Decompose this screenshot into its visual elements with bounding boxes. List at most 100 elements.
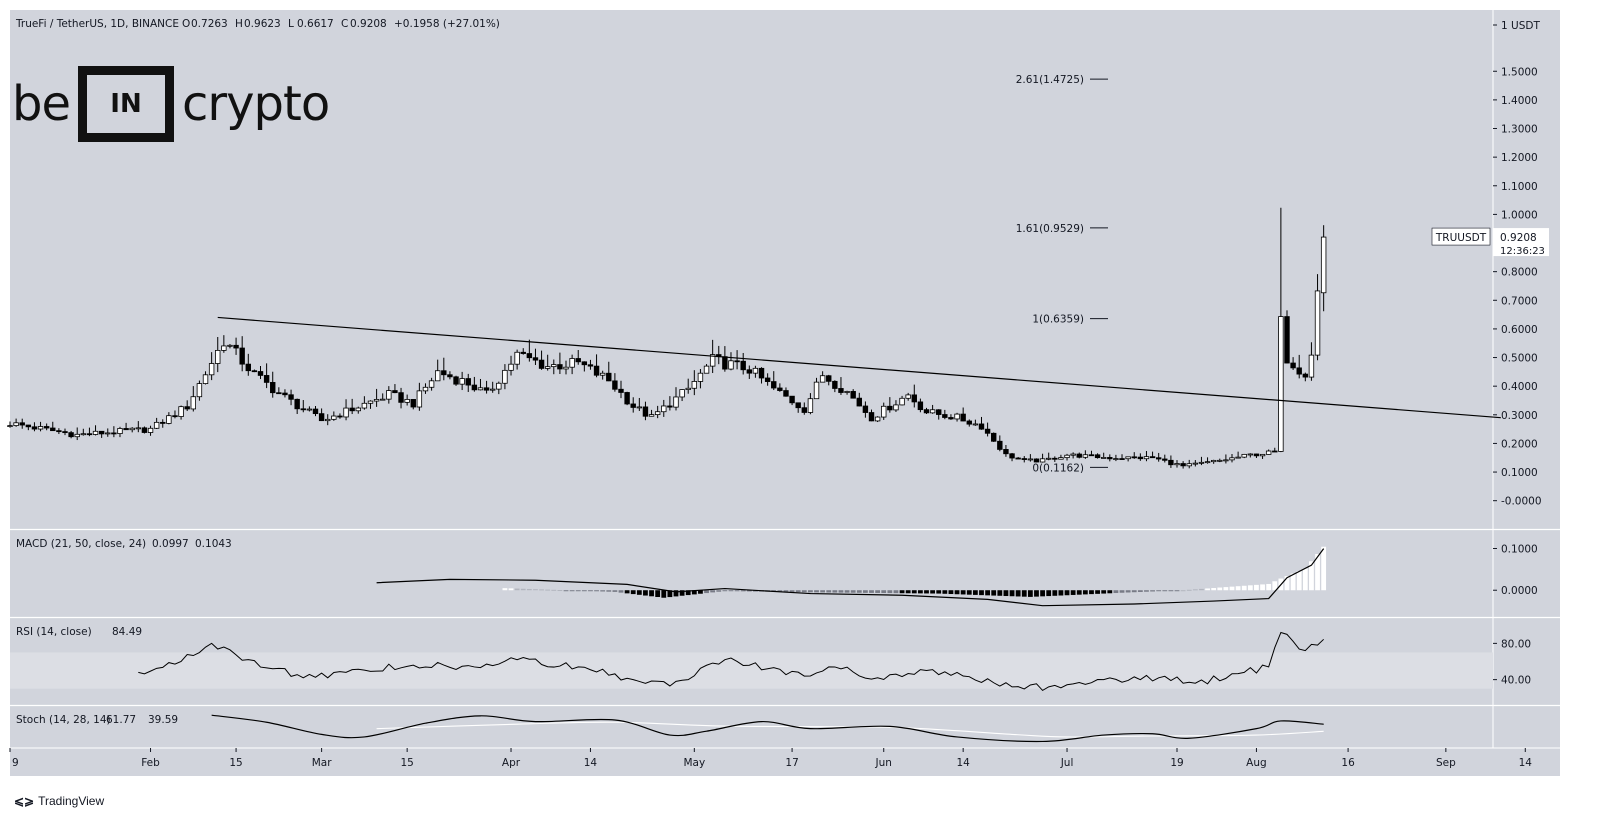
candle-body <box>648 414 655 417</box>
macd-hist-bar <box>1076 590 1082 595</box>
macd-hist-bar <box>1064 590 1070 596</box>
candle-body <box>80 433 87 436</box>
price-tick-label: 1 USDT <box>1501 20 1540 32</box>
candle-body <box>288 394 294 400</box>
macd-hist-bar <box>777 590 783 592</box>
price-tick-label: 0.7000 <box>1501 295 1538 307</box>
candle-body <box>245 363 251 372</box>
macd-hist-bar <box>801 590 807 593</box>
candle-body <box>636 406 643 409</box>
candle-body <box>1015 457 1021 460</box>
logo-text-right: crypto <box>182 76 330 132</box>
candle-body <box>1180 463 1186 467</box>
candle-body <box>25 424 32 428</box>
macd-hist-bar <box>1070 590 1076 595</box>
macd-hist-bar <box>850 590 856 593</box>
bar-countdown: 12:36:23 <box>1500 246 1545 257</box>
candle-body <box>1186 463 1192 467</box>
candle-body <box>428 380 435 388</box>
candle-body <box>392 390 398 394</box>
macd-hist-bar <box>1315 553 1320 591</box>
candle-body <box>1119 458 1125 460</box>
fib-level-label: 0(0.1162) <box>1032 462 1084 474</box>
time-tick-label: Feb <box>141 757 160 769</box>
macd-hist-bar <box>893 590 899 594</box>
candle-body <box>587 364 594 367</box>
macd-hist-bar <box>1009 590 1015 597</box>
macd-hist-bar <box>948 590 954 595</box>
stoch-k-line <box>211 714 1324 743</box>
candle-body <box>178 406 184 417</box>
price-tick-label: 1.0000 <box>1501 209 1538 221</box>
macd-hist-bar <box>954 590 960 595</box>
candle-body <box>874 416 881 422</box>
candle-body <box>679 389 685 398</box>
macd-hist-bar <box>557 590 563 592</box>
candle-body <box>306 408 313 411</box>
ohlc-key: H <box>235 18 243 30</box>
candle-body <box>978 423 985 430</box>
macd-hist-bar <box>1168 590 1174 592</box>
macd-hist-bar <box>832 590 838 593</box>
macd-hist-bar <box>1156 590 1162 592</box>
candle-body <box>984 428 991 434</box>
macd-hist-bar <box>863 590 868 593</box>
candle-body <box>282 392 288 396</box>
macd-hist-bar <box>856 590 862 593</box>
candle-body <box>923 409 930 414</box>
macd-hist-bar <box>1290 573 1296 591</box>
candle-body <box>386 390 392 400</box>
macd-hist-bar <box>869 590 874 593</box>
candle-body <box>544 366 551 369</box>
macd-hist-bar <box>1321 546 1327 591</box>
macd-hist-bar <box>636 590 642 595</box>
macd-hist-bar <box>673 590 679 597</box>
candle-body <box>593 365 600 376</box>
macd-hist-bar <box>502 588 508 591</box>
candle-body <box>1033 458 1040 463</box>
candle-body <box>630 403 636 408</box>
candle-body <box>270 382 276 394</box>
macd-hist-value: 0.1043 <box>195 538 232 550</box>
candle-body <box>19 422 25 426</box>
macd-hist-bar <box>1046 590 1052 597</box>
macd-hist-bar <box>667 590 673 598</box>
candle-body <box>538 359 545 369</box>
candle-body <box>1058 457 1064 460</box>
macd-hist-bar <box>508 588 514 591</box>
macd-hist-bar <box>1052 590 1058 596</box>
macd-hist-bar <box>808 590 813 593</box>
candle-body <box>826 375 832 382</box>
price-tick-label: 1.3000 <box>1501 124 1538 136</box>
candle-body <box>599 372 606 376</box>
candle-body <box>13 422 19 426</box>
candle-body <box>257 371 264 376</box>
candle-body <box>276 392 282 395</box>
candle-body <box>954 413 960 420</box>
candle-body <box>838 388 844 393</box>
price-tick-label: 0.4000 <box>1501 381 1538 393</box>
time-tick-label: Jun <box>875 757 892 769</box>
macd-hist-bar <box>722 590 728 592</box>
macd-hist-bar <box>887 590 893 594</box>
macd-hist-bar <box>936 590 942 594</box>
candle-body <box>1094 454 1101 459</box>
macd-hist-bar <box>1260 584 1265 591</box>
candle-body <box>312 408 319 415</box>
macd-hist-bar <box>826 590 832 593</box>
macd-hist-bar <box>1235 586 1241 591</box>
price-tick-label: 0.8000 <box>1501 267 1538 279</box>
macd-hist-bar <box>594 590 599 592</box>
candle-body <box>703 365 710 374</box>
candle-body <box>795 402 801 409</box>
candle-body <box>1241 453 1247 458</box>
time-tick-label: Sep <box>1436 757 1456 769</box>
stoch-title: Stoch (14, 28, 14) <box>16 714 111 726</box>
candle-body <box>92 430 99 435</box>
candle-body <box>1265 450 1272 455</box>
candle-body <box>1229 457 1235 461</box>
time-tick-label: Jul <box>1060 757 1074 769</box>
macd-hist-bar <box>1241 585 1247 591</box>
macd-hist-bar <box>698 590 703 594</box>
candle-body <box>1076 453 1082 458</box>
